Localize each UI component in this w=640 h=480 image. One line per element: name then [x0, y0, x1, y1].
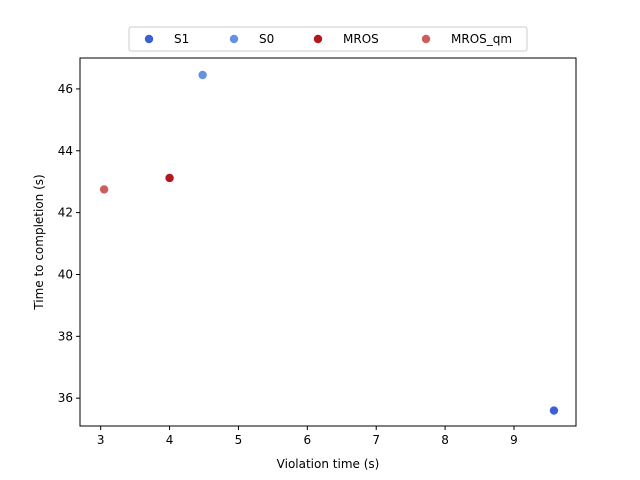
legend-label-mros: MROS	[343, 32, 379, 46]
y-tick-label: 36	[58, 391, 73, 405]
y-tick-label: 44	[58, 144, 73, 158]
x-tick-label: 4	[166, 433, 174, 447]
x-tick-label: 8	[441, 433, 449, 447]
legend-label-s1: S1	[174, 32, 189, 46]
data-points	[99, 70, 559, 415]
y-tick-label: 42	[58, 206, 73, 220]
y-tick-label: 46	[58, 82, 73, 96]
legend-items: S1 S0 MROS MROS_qm	[144, 32, 512, 46]
x-axis-label: Violation time (s)	[277, 457, 380, 471]
x-tick-label: 3	[97, 433, 105, 447]
legend-marker-mros	[313, 34, 323, 44]
legend-marker-mros-qm	[421, 34, 431, 44]
x-tick-label: 9	[510, 433, 518, 447]
plot-frame	[79, 57, 577, 427]
legend: S1 S0 MROS MROS_qm	[128, 26, 528, 52]
y-tick-label: 38	[58, 329, 73, 343]
y-tick-label: 40	[58, 267, 73, 281]
x-axis-ticks: 3 4 5 6 7 8 9	[97, 426, 518, 447]
legend-marker-s1	[144, 34, 154, 44]
y-axis-label: Time to completion (s)	[32, 174, 46, 310]
y-axis-ticks: 36 38 40 42 44 46	[58, 82, 80, 405]
data-point-s1	[549, 406, 559, 415]
x-tick-label: 5	[235, 433, 243, 447]
data-point-mros	[165, 173, 174, 183]
legend-label-s0: S0	[259, 32, 274, 46]
data-point-s0	[198, 70, 207, 80]
data-point-mros-qm	[99, 185, 109, 194]
x-tick-label: 6	[304, 433, 312, 447]
x-tick-label: 7	[372, 433, 380, 447]
legend-frame	[128, 26, 528, 52]
legend-label-mros-qm: MROS_qm	[451, 32, 512, 46]
legend-marker-s0	[229, 34, 239, 44]
